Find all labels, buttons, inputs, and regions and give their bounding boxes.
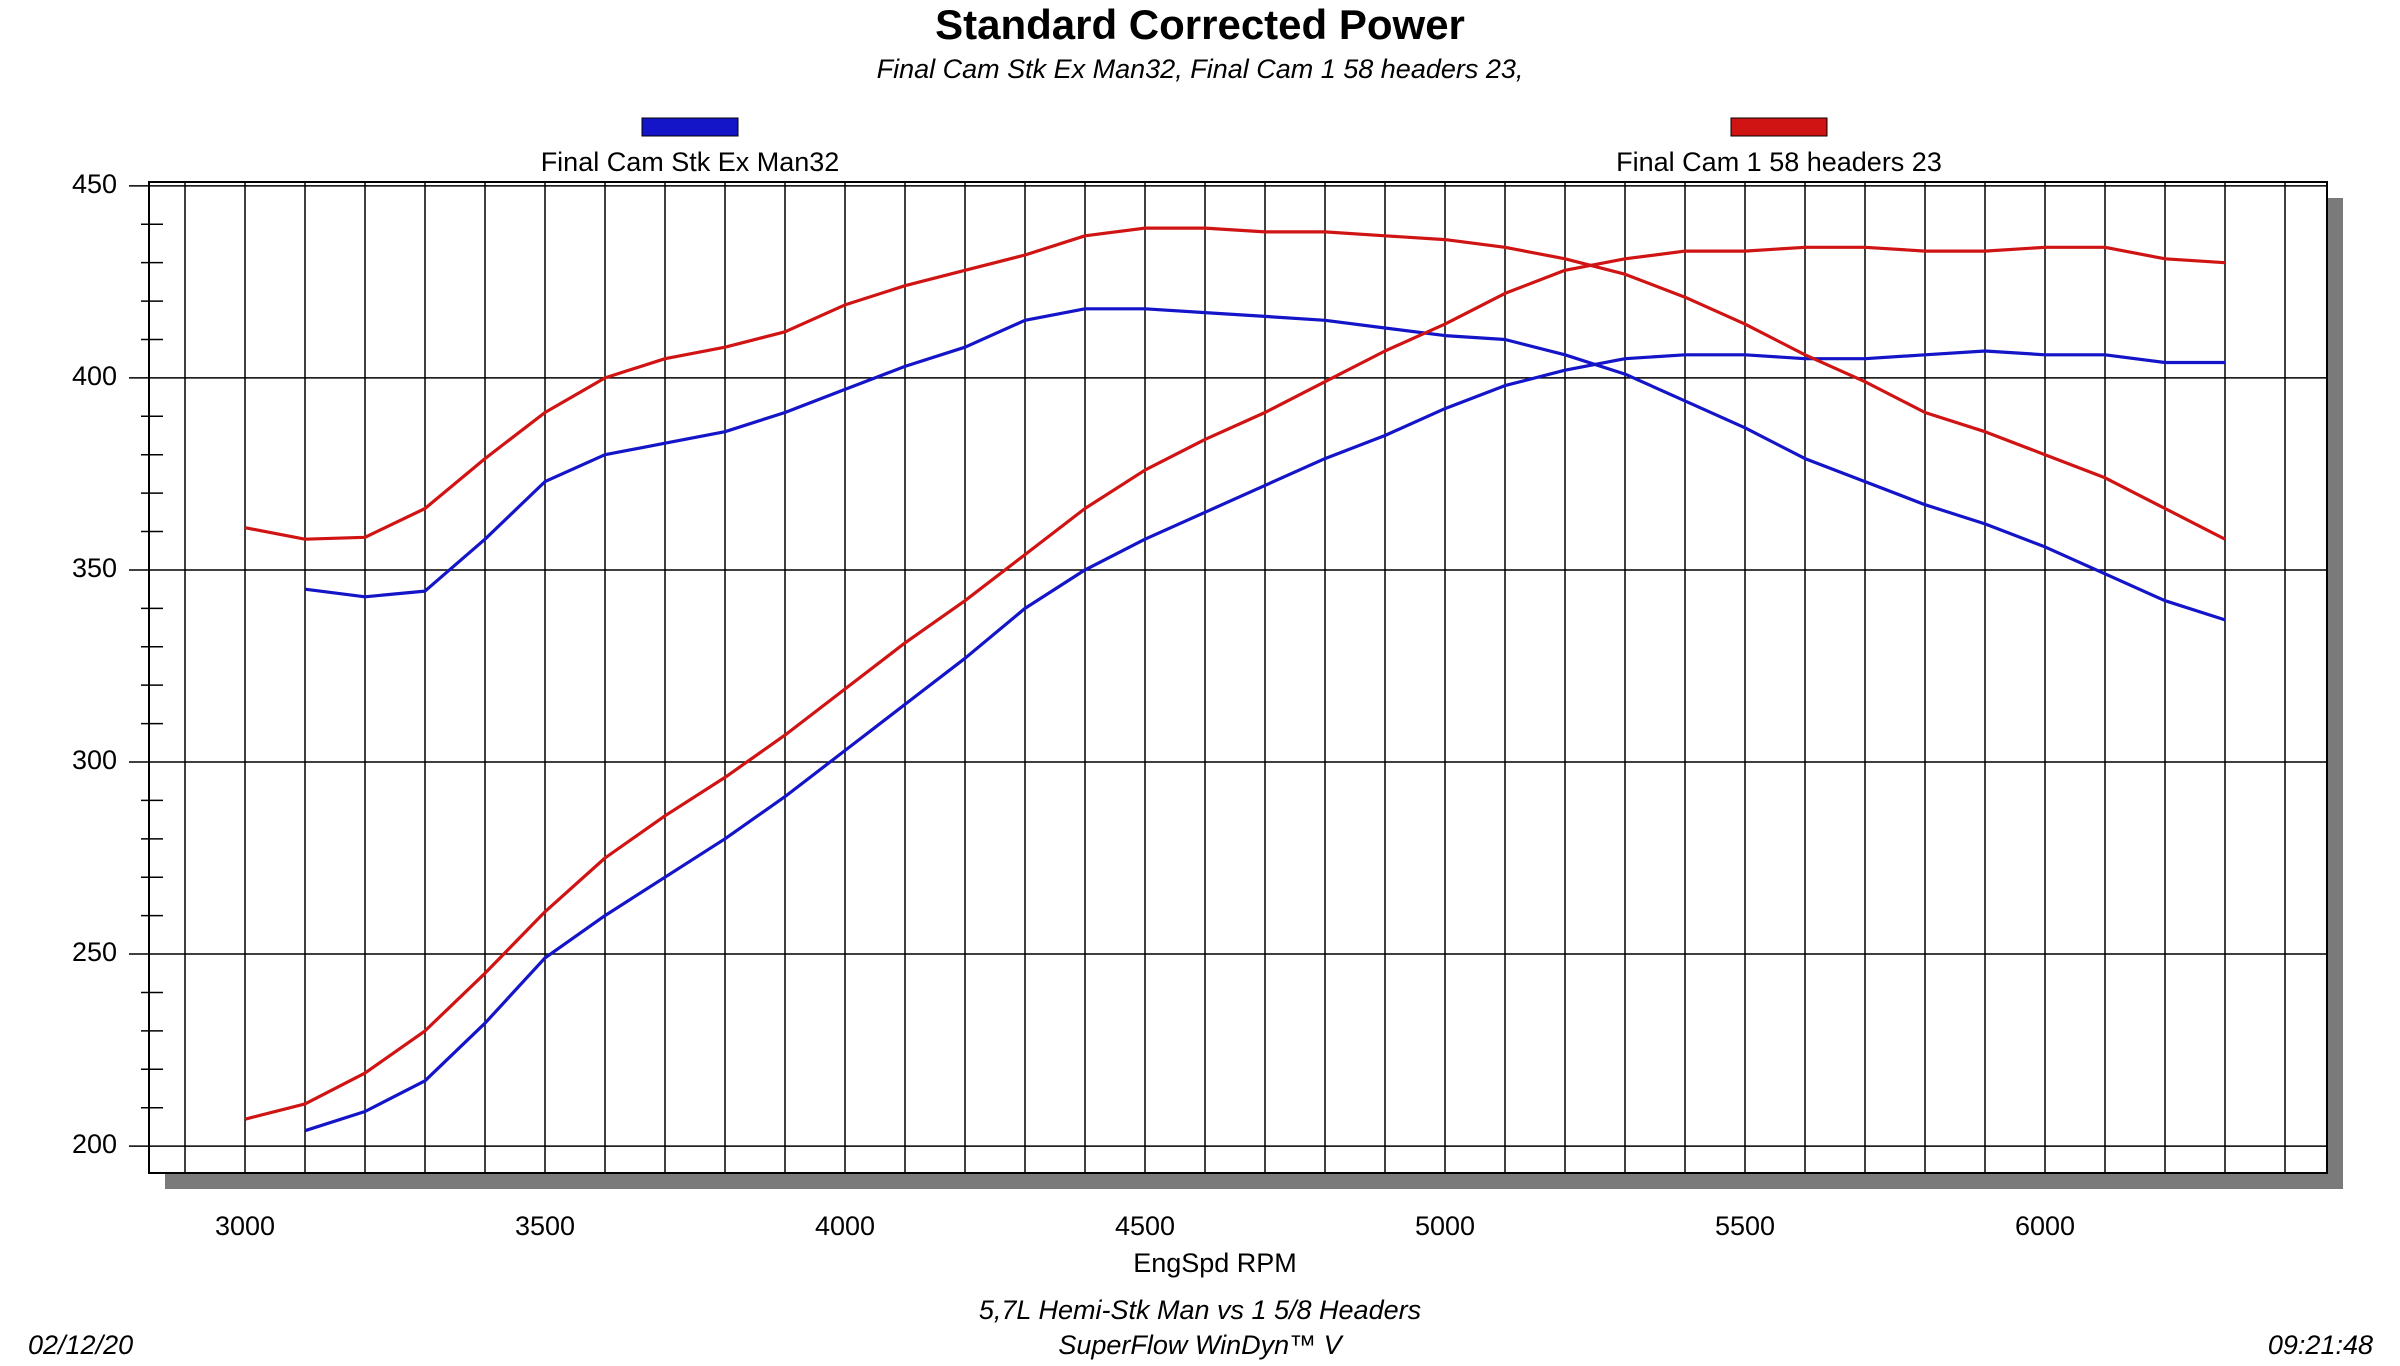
- data-line: [244, 226, 2226, 541]
- y-tick-label: 200: [72, 1129, 117, 1159]
- footer-line: SuperFlow WinDyn™ V: [1058, 1330, 1344, 1360]
- x-tick-label: 5000: [1415, 1211, 1475, 1241]
- legend-label: Final Cam Stk Ex Man32: [541, 147, 840, 177]
- data-line: [244, 245, 2226, 1121]
- y-tick-label: 400: [72, 361, 117, 391]
- chart-subtitle: Final Cam Stk Ex Man32, Final Cam 1 58 h…: [877, 54, 1524, 84]
- time: 09:21:48: [2268, 1330, 2373, 1360]
- x-axis-label: EngSpd RPM: [1133, 1248, 1297, 1278]
- x-tick-label: 3500: [515, 1211, 575, 1241]
- x-tick-label: 4500: [1115, 1211, 1175, 1241]
- footer-line: 5,7L Hemi-Stk Man vs 1 5/8 Headers: [979, 1295, 1421, 1325]
- chart-title: Standard Corrected Power: [935, 1, 1465, 48]
- legend-swatch: [641, 117, 739, 137]
- y-tick-label: 250: [72, 937, 117, 967]
- x-tick-label: 3000: [215, 1211, 275, 1241]
- x-tick-label: 6000: [2015, 1211, 2075, 1241]
- legend-swatch: [1730, 117, 1828, 137]
- plot-area: [148, 181, 2328, 1174]
- y-tick-label: 350: [72, 553, 117, 583]
- data-line: [304, 349, 2225, 1133]
- legend-label: Final Cam 1 58 headers 23: [1616, 147, 1942, 177]
- data-line: [304, 307, 2226, 622]
- y-tick-label: 450: [72, 169, 117, 199]
- x-tick-label: 5500: [1715, 1211, 1775, 1241]
- date: 02/12/20: [28, 1330, 133, 1360]
- y-tick-label: 300: [72, 745, 117, 775]
- x-tick-label: 4000: [815, 1211, 875, 1241]
